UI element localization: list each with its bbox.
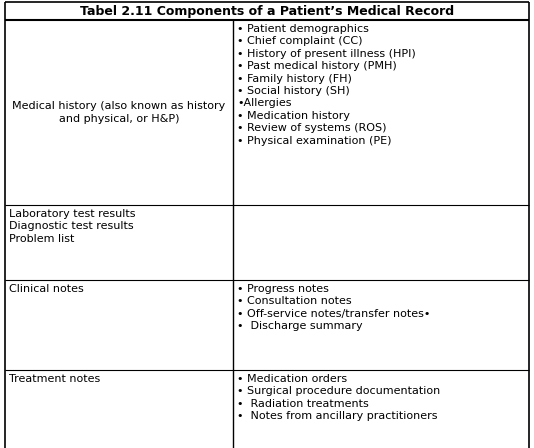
Text: Clinical notes: Clinical notes [9, 284, 84, 294]
Text: Laboratory test results
Diagnostic test results
Problem list: Laboratory test results Diagnostic test … [9, 209, 136, 244]
Text: Treatment notes: Treatment notes [9, 374, 100, 384]
Text: Tabel 2.11 Components of a Patient’s Medical Record: Tabel 2.11 Components of a Patient’s Med… [80, 4, 454, 17]
Text: • Progress notes
• Consultation notes
• Off-service notes/transfer notes•
•  Dis: • Progress notes • Consultation notes • … [237, 284, 430, 331]
Text: Medical history (also known as history
and physical, or H&P): Medical history (also known as history a… [12, 101, 225, 124]
Text: • Patient demographics
• Chief complaint (CC)
• History of present illness (HPI): • Patient demographics • Chief complaint… [237, 24, 415, 146]
Text: • Medication orders
• Surgical procedure documentation
•  Radiation treatments
•: • Medication orders • Surgical procedure… [237, 374, 440, 421]
